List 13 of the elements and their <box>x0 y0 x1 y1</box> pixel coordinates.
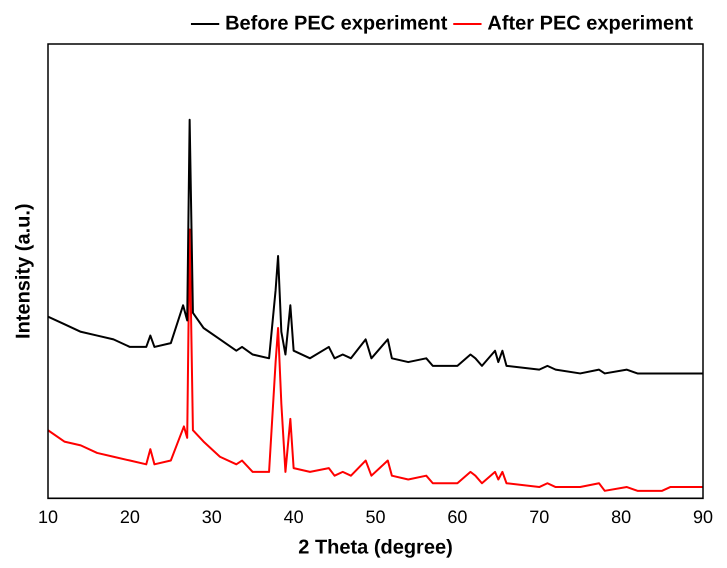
x-tick-label: 30 <box>202 507 222 528</box>
x-tick-label: 90 <box>692 507 714 528</box>
x-tick-label: 80 <box>611 507 632 528</box>
x-tick-label: 70 <box>529 507 550 528</box>
x-axis-title: 2 Theta (degree) <box>298 536 453 559</box>
x-tick-label: 50 <box>365 507 386 528</box>
legend-label: After PEC experiment <box>487 12 694 35</box>
x-tick-label: 40 <box>284 507 304 528</box>
y-axis-title: Intensity (a.u.) <box>12 203 35 339</box>
x-tick-label: 20 <box>120 507 140 528</box>
x-tick-label: 10 <box>38 507 58 528</box>
legend-label: Before PEC experiment <box>225 12 448 35</box>
x-tick-label: 60 <box>447 507 468 528</box>
